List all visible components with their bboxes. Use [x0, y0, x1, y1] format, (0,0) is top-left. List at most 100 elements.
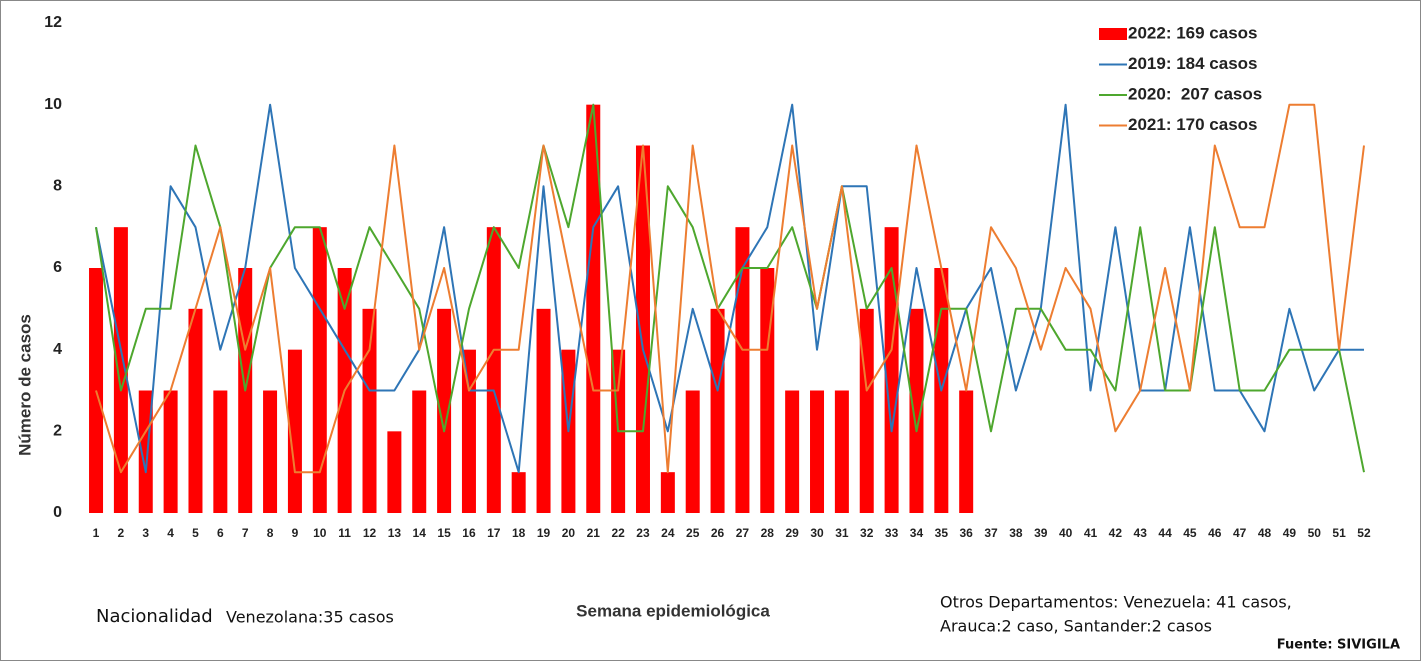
x-tick-label: 28: [761, 526, 775, 540]
y-tick-label: 4: [53, 341, 62, 358]
bar: [834, 390, 849, 513]
x-tick-label: 49: [1283, 526, 1297, 540]
x-tick-label: 34: [910, 526, 924, 540]
x-tick-label: 35: [935, 526, 949, 540]
x-tick-label: 8: [267, 526, 274, 540]
x-tick-label: 17: [487, 526, 501, 540]
annotation: Venezolana:35 casos: [226, 608, 394, 627]
annotation: Otros Departamentos: Venezuela: 41 casos…: [940, 593, 1292, 612]
bar: [312, 227, 327, 513]
x-tick-label: 46: [1208, 526, 1222, 540]
bar: [785, 390, 800, 513]
x-tick-label: 31: [835, 526, 849, 540]
legend-label: 2019: 184 casos: [1128, 54, 1258, 73]
bar: [412, 390, 427, 513]
x-tick-label: 21: [587, 526, 601, 540]
bar: [486, 227, 501, 513]
x-tick-label: 14: [413, 526, 427, 540]
bar: [909, 308, 924, 513]
x-tick-label: 38: [1009, 526, 1023, 540]
bar: [660, 472, 675, 513]
x-tick-label: 27: [736, 526, 750, 540]
x-tick-label: 47: [1233, 526, 1247, 540]
y-tick-label: 8: [53, 178, 62, 195]
bar: [884, 227, 899, 513]
annotation: Nacionalidad: [96, 606, 213, 627]
x-tick-label: 42: [1109, 526, 1123, 540]
bar: [735, 227, 750, 513]
x-tick-label: 4: [167, 526, 174, 540]
bar: [859, 308, 874, 513]
bar: [387, 431, 402, 513]
x-tick-label: 33: [885, 526, 899, 540]
legend-label: 2021: 170 casos: [1128, 115, 1258, 134]
x-tick-label: 10: [313, 526, 327, 540]
x-tick-label: 3: [142, 526, 149, 540]
y-tick-label: 12: [44, 14, 62, 31]
x-tick-label: 7: [242, 526, 249, 540]
x-tick-label: 13: [388, 526, 402, 540]
x-tick-label: 11: [338, 526, 351, 540]
bar: [685, 390, 700, 513]
y-tick-label: 0: [53, 504, 62, 521]
x-axis-title: Semana epidemiológica: [576, 601, 770, 620]
bar: [113, 227, 128, 513]
legend-swatch: [1099, 28, 1127, 40]
bar: [959, 390, 974, 513]
x-tick-label: 19: [537, 526, 551, 540]
x-tick-label: 52: [1357, 526, 1371, 540]
x-tick-label: 18: [512, 526, 526, 540]
x-tick-label: 12: [363, 526, 377, 540]
bar: [163, 390, 178, 513]
x-tick-label: 36: [960, 526, 974, 540]
x-tick-label: 2: [118, 526, 125, 540]
x-tick-label: 44: [1158, 526, 1172, 540]
bar: [437, 308, 452, 513]
y-tick-label: 10: [44, 96, 62, 113]
x-tick-label: 32: [860, 526, 874, 540]
bar: [536, 308, 551, 513]
x-tick-label: 22: [611, 526, 625, 540]
x-tick-label: 41: [1084, 526, 1098, 540]
legend-label: 2020: 207 casos: [1128, 84, 1262, 103]
x-tick-label: 5: [192, 526, 199, 540]
line: [95, 103, 1365, 473]
y-tick-label: 6: [53, 259, 62, 276]
x-tick-label: 43: [1134, 526, 1148, 540]
bar: [461, 349, 476, 513]
x-tick-label: 50: [1308, 526, 1322, 540]
x-tick-label: 45: [1183, 526, 1197, 540]
bar: [263, 390, 278, 513]
x-tick-label: 51: [1332, 526, 1346, 540]
x-tick-label: 9: [292, 526, 299, 540]
bar: [635, 145, 650, 513]
x-tick-label: 16: [462, 526, 476, 540]
x-tick-label: 15: [437, 526, 451, 540]
bar: [810, 390, 825, 513]
annotation: Fuente: SIVIGILA: [1277, 638, 1400, 653]
line: [95, 103, 1365, 474]
bar: [188, 308, 203, 513]
x-tick-label: 23: [636, 526, 650, 540]
x-tick-label: 39: [1034, 526, 1048, 540]
x-tick-label: 25: [686, 526, 700, 540]
y-axis-title: Número de casos: [15, 314, 34, 456]
x-tick-label: 20: [562, 526, 576, 540]
bar: [586, 104, 601, 514]
x-tick-label: 48: [1258, 526, 1272, 540]
x-tick-label: 37: [984, 526, 998, 540]
y-tick-label: 2: [53, 423, 62, 440]
bar: [362, 308, 377, 513]
x-tick-label: 26: [711, 526, 725, 540]
legend-label: 2022: 169 casos: [1128, 23, 1258, 42]
bar: [213, 390, 228, 513]
x-tick-label: 29: [785, 526, 799, 540]
x-tick-label: 24: [661, 526, 675, 540]
bar: [710, 308, 725, 513]
annotation: Arauca:2 caso, Santander:2 casos: [940, 617, 1212, 636]
x-tick-label: 30: [810, 526, 824, 540]
x-tick-label: 1: [93, 526, 100, 540]
bar: [511, 472, 526, 513]
